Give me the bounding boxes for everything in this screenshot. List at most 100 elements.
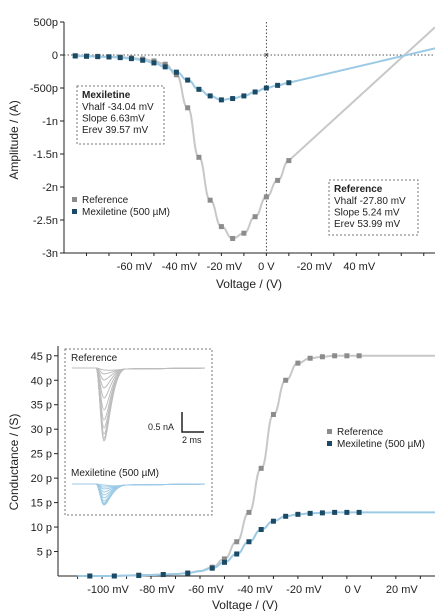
fit-box-line: Erev 39.57 mV: [82, 125, 148, 136]
data-point: [221, 556, 227, 562]
data-point: [263, 85, 269, 91]
data-point: [87, 573, 93, 579]
x-tick-label: -20 mV: [297, 261, 333, 273]
y-tick-label: 20 p: [31, 473, 52, 485]
scale-current-label: 0.5 nA: [148, 422, 174, 432]
data-point: [72, 53, 78, 59]
origin-marker: ×: [264, 50, 269, 60]
data-point: [230, 96, 236, 102]
x-tick-label: -20 mV: [207, 261, 243, 273]
data-point: [218, 97, 224, 103]
fit-box-line: Erev 53.99 mV: [334, 219, 400, 230]
fit-box-line: Slope 6.63mV: [82, 114, 145, 125]
y-tick-label: -2.5n: [33, 215, 58, 227]
y-axis-title: Conductance / (S): [7, 414, 21, 511]
data-point: [196, 86, 202, 92]
fit-box-frame: [328, 179, 419, 236]
data-point: [95, 54, 101, 60]
fit-box-line: Vhalf -34.04 mV: [82, 102, 154, 113]
data-point: [128, 56, 134, 62]
y-tick-label: 35 p: [31, 400, 52, 412]
data-point: [221, 559, 227, 565]
y-tick-label: 25 p: [31, 449, 52, 461]
x-axis-title: Voltage / (V): [212, 598, 278, 611]
data-point: [307, 355, 313, 361]
x-tick-label: 20 mV: [386, 584, 418, 596]
data-point: [258, 527, 264, 533]
scale-bar: [181, 412, 204, 433]
inset-label-reference: Reference: [71, 353, 118, 364]
data-point: [270, 518, 276, 524]
reference-traces: [72, 367, 206, 442]
x-tick-label: -60 mV: [188, 584, 224, 596]
data-point: [356, 353, 362, 359]
data-point: [275, 82, 281, 88]
data-point: [344, 353, 350, 359]
data-point: [151, 60, 157, 66]
legend-marker: [327, 429, 332, 434]
y-tick-label: -500p: [30, 83, 58, 95]
data-point: [140, 57, 146, 63]
data-point: [283, 513, 289, 519]
x-tick-label: 0 V: [258, 261, 275, 273]
data-point: [117, 55, 123, 61]
data-point: [356, 509, 362, 515]
x-tick-label: -20 mV: [286, 584, 322, 596]
data-point: [286, 80, 292, 86]
y-axis-title: Amplitude / (A): [7, 100, 21, 179]
data-point: [332, 509, 338, 515]
data-point: [241, 93, 247, 99]
y-tick-label: -1.5n: [33, 149, 58, 161]
x-tick-label: -40 mV: [162, 261, 198, 273]
x-tick-label: -100 mV: [87, 584, 129, 596]
data-point: [307, 510, 313, 516]
data-point: [106, 54, 112, 60]
data-point: [234, 539, 240, 545]
legend-label: Reference: [337, 427, 384, 438]
data-point: [252, 89, 258, 95]
data-point: [241, 230, 247, 236]
data-point: [136, 573, 142, 579]
y-tick-label: -3n: [42, 248, 58, 260]
legend-label: Mexiletine (500 µM): [82, 207, 170, 218]
data-point: [246, 509, 252, 515]
data-point: [185, 105, 191, 111]
legend-label: Reference: [82, 195, 129, 206]
data-point: [207, 197, 213, 203]
data-point: [160, 572, 166, 578]
data-point: [207, 93, 213, 99]
legend-marker: [72, 197, 77, 202]
y-tick-label: 30 p: [31, 424, 52, 436]
data-point: [230, 235, 236, 241]
data-point: [185, 570, 191, 576]
data-point: [283, 377, 289, 383]
x-tick-label: 40 mV: [343, 261, 375, 273]
y-tick-label: 45 p: [31, 351, 52, 363]
legend-marker: [72, 209, 77, 214]
y-tick-label: 500p: [34, 17, 58, 29]
trace-inset: Reference Mexiletine (500 µM) 0.5 nA 2 ms: [64, 348, 213, 516]
fit-box-line: Vhalf -27.80 mV: [334, 196, 406, 207]
data-point: [111, 573, 117, 579]
data-point: [162, 64, 168, 70]
x-tick-label: -40 mV: [237, 584, 273, 596]
data-point: [319, 354, 325, 360]
x-tick-label: -60 mV: [117, 261, 153, 273]
y-tick-label: 10 p: [31, 522, 52, 534]
iv-chart: × 500p 0 -500p -1n -1.5n -2n -2.5n -3n -60 mV -40 …: [7, 17, 435, 291]
gv-chart: 45 p 40 p 35 p 30 p 25 p 20 p 15 p 10 p 5 p -100 …: [7, 346, 435, 611]
data-point: [344, 509, 350, 515]
data-point: [185, 77, 191, 83]
data-point: [83, 53, 89, 59]
y-tick-label: -2n: [42, 182, 58, 194]
inset-label-mexiletine: Mexiletine (500 µM): [71, 468, 159, 479]
current-trace: [72, 367, 206, 442]
y-tick-label: -1n: [42, 116, 58, 128]
data-point: [263, 194, 269, 200]
fit-box-frame: [76, 85, 165, 145]
scale-time-label: 2 ms: [182, 435, 202, 445]
